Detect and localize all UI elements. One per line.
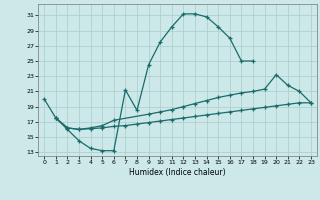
X-axis label: Humidex (Indice chaleur): Humidex (Indice chaleur): [129, 168, 226, 177]
